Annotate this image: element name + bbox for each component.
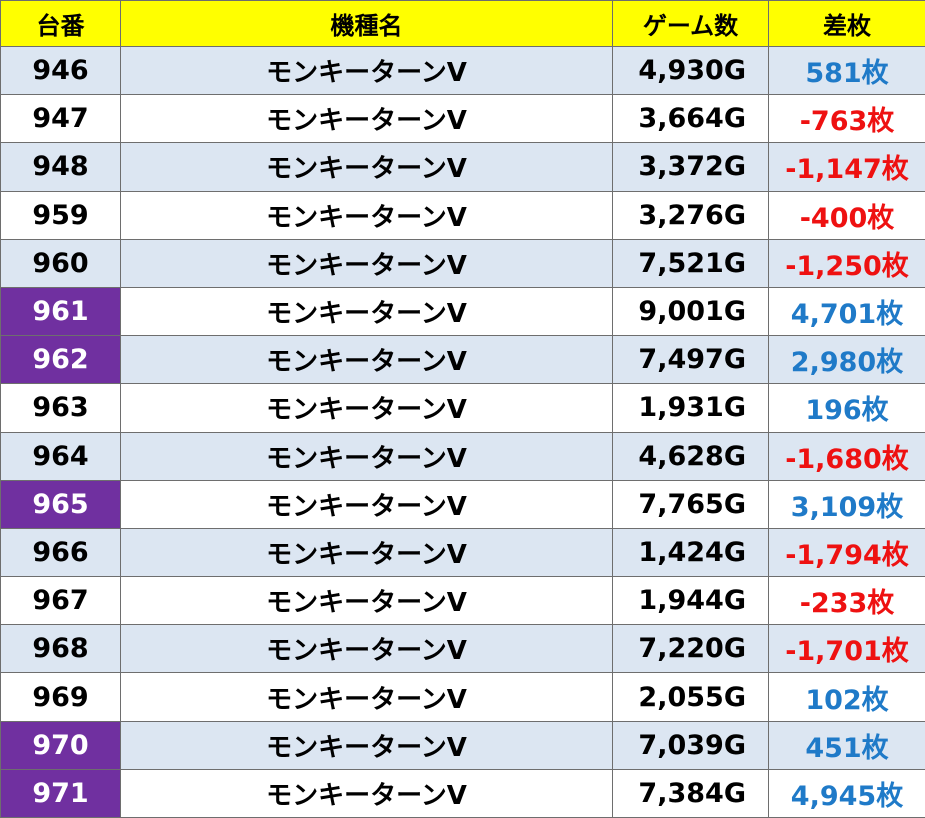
header-medal-diff: 差枚: [768, 0, 925, 47]
medal-diff-cell: 102枚: [768, 672, 925, 722]
table-row: 967 モンキーターンV 1,944G -233枚: [0, 576, 925, 626]
machine-name-cell: モンキーターンV: [120, 238, 613, 288]
unit-number-cell: 959: [0, 190, 121, 240]
unit-number-cell: 964: [0, 431, 121, 481]
header-game-count: ゲーム数: [612, 0, 769, 47]
table-row: 971 モンキーターンV 7,384G 4,945枚: [0, 768, 925, 818]
machine-name-cell: モンキーターンV: [120, 479, 613, 529]
unit-number-cell: 946: [0, 45, 121, 96]
medal-diff-cell: 451枚: [768, 720, 925, 770]
game-count-cell: 4,930G: [612, 45, 769, 96]
unit-number-cell: 966: [0, 527, 121, 578]
table-row: 946 モンキーターンV 4,930G 581枚: [0, 45, 925, 96]
table-row: 961 モンキーターンV 9,001G 4,701枚: [0, 286, 925, 337]
game-count-cell: 3,664G: [612, 94, 769, 144]
machine-name-cell: モンキーターンV: [120, 624, 613, 674]
table-row: 963 モンキーターンV 1,931G 196枚: [0, 383, 925, 433]
medal-diff-cell: -763枚: [768, 94, 925, 144]
table-row: 964 モンキーターンV 4,628G -1,680枚: [0, 431, 925, 481]
game-count-cell: 1,424G: [612, 527, 769, 578]
game-count-cell: 1,944G: [612, 576, 769, 626]
game-count-cell: 9,001G: [612, 286, 769, 337]
table-row: 970 モンキーターンV 7,039G 451枚: [0, 720, 925, 770]
game-count-cell: 7,384G: [612, 768, 769, 818]
table-row: 962 モンキーターンV 7,497G 2,980枚: [0, 335, 925, 385]
unit-number-cell: 961: [0, 286, 121, 337]
game-count-cell: 7,039G: [612, 720, 769, 770]
machine-name-cell: モンキーターンV: [120, 576, 613, 626]
unit-number-cell: 962: [0, 335, 121, 385]
medal-diff-cell: -1,147枚: [768, 142, 925, 192]
machine-name-cell: モンキーターンV: [120, 190, 613, 240]
medal-diff-cell: -1,680枚: [768, 431, 925, 481]
table-row: 947 モンキーターンV 3,664G -763枚: [0, 94, 925, 144]
table-row: 965 モンキーターンV 7,765G 3,109枚: [0, 479, 925, 529]
game-count-cell: 1,931G: [612, 383, 769, 433]
table-row: 966 モンキーターンV 1,424G -1,794枚: [0, 527, 925, 578]
game-count-cell: 3,276G: [612, 190, 769, 240]
unit-number-cell: 948: [0, 142, 121, 192]
table-row: 959 モンキーターンV 3,276G -400枚: [0, 190, 925, 240]
game-count-cell: 3,372G: [612, 142, 769, 192]
unit-number-cell: 970: [0, 720, 121, 770]
medal-diff-cell: 4,701枚: [768, 286, 925, 337]
table-body: 946 モンキーターンV 4,930G 581枚 947 モンキーターンV 3,664G -7…: [0, 45, 925, 818]
table-row: 969 モンキーターンV 2,055G 102枚: [0, 672, 925, 722]
game-count-cell: 2,055G: [612, 672, 769, 722]
machine-name-cell: モンキーターンV: [120, 527, 613, 578]
machine-name-cell: モンキーターンV: [120, 768, 613, 818]
game-count-cell: 7,497G: [612, 335, 769, 385]
machine-name-cell: モンキーターンV: [120, 45, 613, 96]
medal-diff-cell: -1,794枚: [768, 527, 925, 578]
unit-number-cell: 968: [0, 624, 121, 674]
medal-diff-cell: -1,250枚: [768, 238, 925, 288]
table-row: 948 モンキーターンV 3,372G -1,147枚: [0, 142, 925, 192]
game-count-cell: 7,765G: [612, 479, 769, 529]
medal-diff-cell: 4,945枚: [768, 768, 925, 818]
unit-number-cell: 963: [0, 383, 121, 433]
medal-diff-cell: -1,701枚: [768, 624, 925, 674]
medal-diff-cell: 3,109枚: [768, 479, 925, 529]
medal-diff-cell: -233枚: [768, 576, 925, 626]
unit-number-cell: 967: [0, 576, 121, 626]
game-count-cell: 7,220G: [612, 624, 769, 674]
machine-name-cell: モンキーターンV: [120, 142, 613, 192]
machine-name-cell: モンキーターンV: [120, 94, 613, 144]
medal-diff-cell: -400枚: [768, 190, 925, 240]
header-machine-name: 機種名: [120, 0, 613, 47]
table-row: 968 モンキーターンV 7,220G -1,701枚: [0, 624, 925, 674]
medal-diff-cell: 581枚: [768, 45, 925, 96]
medal-diff-cell: 2,980枚: [768, 335, 925, 385]
machine-name-cell: モンキーターンV: [120, 672, 613, 722]
machine-name-cell: モンキーターンV: [120, 335, 613, 385]
unit-number-cell: 960: [0, 238, 121, 288]
header-unit-number: 台番: [0, 0, 121, 47]
machine-name-cell: モンキーターンV: [120, 286, 613, 337]
unit-number-cell: 965: [0, 479, 121, 529]
machine-name-cell: モンキーターンV: [120, 720, 613, 770]
game-count-cell: 4,628G: [612, 431, 769, 481]
unit-number-cell: 971: [0, 768, 121, 818]
unit-number-cell: 969: [0, 672, 121, 722]
unit-number-cell: 947: [0, 94, 121, 144]
header-row: 台番 機種名 ゲーム数 差枚: [0, 0, 925, 47]
machine-name-cell: モンキーターンV: [120, 383, 613, 433]
machine-name-cell: モンキーターンV: [120, 431, 613, 481]
game-count-cell: 7,521G: [612, 238, 769, 288]
medal-diff-cell: 196枚: [768, 383, 925, 433]
table-row: 960 モンキーターンV 7,521G -1,250枚: [0, 238, 925, 288]
